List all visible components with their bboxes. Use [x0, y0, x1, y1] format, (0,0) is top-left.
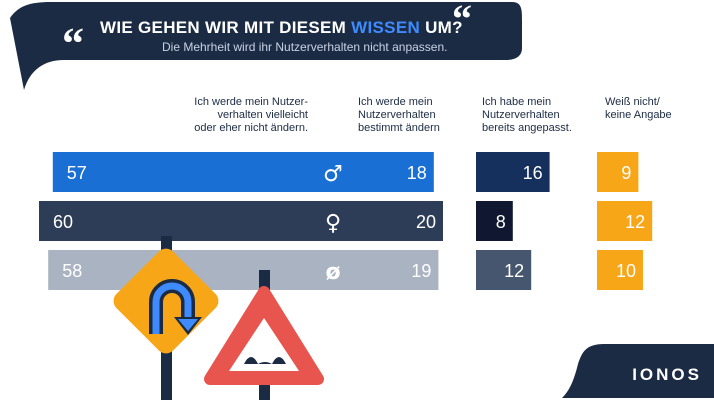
bar-series3-0 [597, 152, 639, 192]
column-header-maybe-not: Ich werde mein Nutzer-verhalten vielleic… [194, 96, 308, 134]
quote-marks-icon: “ “ [62, 0, 472, 68]
page-subtitle: Die Mehrheit wird ihr Nutzerverhalten ni… [162, 40, 448, 54]
category-cell-0 [315, 152, 351, 192]
u-turn-sign-icon [113, 236, 219, 400]
value-label-series2-1: 8 [496, 212, 506, 232]
bar-series0-1 [39, 201, 315, 241]
average-icon: ø [325, 260, 340, 285]
value-label-series2-2: 12 [504, 261, 524, 281]
title-highlight: WISSEN [351, 18, 421, 37]
brand-badge [562, 344, 714, 398]
bar-series2-2 [476, 250, 532, 290]
ionos-logo: IONOS [632, 365, 702, 384]
value-label-series0-2: 58 [62, 261, 82, 281]
bar-series0-0 [52, 152, 316, 192]
value-label-series1-0: 18 [407, 163, 427, 183]
value-label-series3-2: 10 [616, 261, 636, 281]
value-label-series1-2: 19 [411, 261, 431, 281]
bar-series2-0 [476, 152, 550, 192]
value-label-series1-1: 20 [416, 212, 436, 232]
male-icon: ♂ [323, 162, 343, 187]
bar-series2-1 [476, 201, 513, 241]
column-header-dont-know: Weiß nicht/keine Angabe [605, 96, 672, 121]
value-label-series0-0: 57 [67, 163, 87, 183]
bar-series1-2 [351, 250, 439, 290]
column-header-will-change: Ich werde mein Nutzerverhalten bestimmt än… [358, 96, 440, 134]
svg-text:“: “ [452, 0, 472, 41]
page-title: WIE GEHEN WIR MIT DIESEM WISSEN UM? [100, 18, 463, 37]
value-labels-group: 57 60 58 18 20 19 16 8 12 9 12 10 [53, 163, 645, 281]
value-label-series0-1: 60 [53, 212, 73, 232]
column-header-already-adapted: Ich habe mein Nutzerverhalten bereits ange… [482, 96, 572, 134]
svg-text:“: “ [62, 19, 84, 68]
bar-series1-1 [351, 201, 443, 241]
value-label-series3-0: 9 [621, 163, 631, 183]
value-label-series3-1: 12 [625, 212, 645, 232]
female-icon: ♀ [325, 211, 341, 236]
bar-series1-0 [351, 152, 434, 192]
value-label-series2-0: 16 [523, 163, 543, 183]
category-cell-1 [315, 201, 351, 241]
header-banner [10, 2, 522, 90]
uneven-road-sign-icon [204, 270, 324, 400]
category-cell-2 [315, 250, 351, 290]
bar-series3-2 [597, 250, 643, 290]
bar-series3-1 [597, 201, 653, 241]
category-icon-column: ♂ ♀ ø [315, 152, 351, 290]
bars-group [39, 152, 653, 290]
